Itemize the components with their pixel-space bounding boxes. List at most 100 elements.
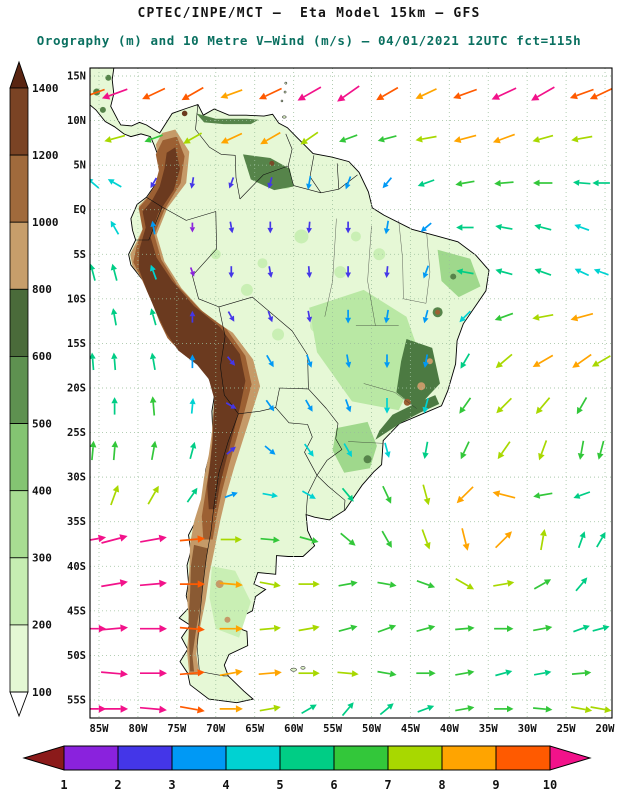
wind-arrow xyxy=(460,441,470,460)
island xyxy=(283,90,287,94)
wind-arrow xyxy=(110,485,120,506)
wind-arrow xyxy=(574,224,590,231)
wind-arrow xyxy=(306,310,313,323)
wind-arrow xyxy=(338,624,358,633)
wind-arrow xyxy=(298,624,320,632)
wind-arrow xyxy=(497,441,511,460)
wind-arrow xyxy=(534,223,552,231)
map-layers xyxy=(90,68,612,718)
wind-arrow xyxy=(266,354,274,368)
lat-label: 55S xyxy=(67,694,86,706)
wind-arrow xyxy=(495,353,513,369)
wind-arrow xyxy=(345,266,351,278)
wind-arrow xyxy=(494,312,514,321)
wind-arrow xyxy=(384,354,390,369)
wind-arrow xyxy=(495,224,513,231)
wind-arrow xyxy=(345,176,352,190)
wind-arrow xyxy=(456,224,474,231)
map-frame xyxy=(89,67,613,719)
wind-arrow xyxy=(111,440,119,461)
wind-arrow xyxy=(219,581,243,588)
wind-arrow xyxy=(339,134,358,143)
wind-arrow xyxy=(150,177,158,189)
wind-arrow xyxy=(572,353,592,368)
wind-arrow xyxy=(300,131,319,145)
lon-label: 50W xyxy=(362,723,382,735)
wind-arrow xyxy=(416,580,436,589)
terrain-mottle xyxy=(210,249,221,260)
wind-arrow xyxy=(381,530,392,548)
orobar-cap-top xyxy=(9,60,29,89)
wind-arrow xyxy=(493,580,515,587)
terrain-mottle xyxy=(257,258,268,269)
wind-arrow xyxy=(492,490,516,499)
wind-arrow xyxy=(384,398,391,414)
terrain-mottle xyxy=(373,248,386,261)
terrain-mottle xyxy=(334,266,347,279)
wind-arrow xyxy=(267,266,274,278)
wind-arrow xyxy=(494,179,514,187)
country-border xyxy=(135,206,163,241)
orography-colorbar: 1400 1200 1000 800 600 500 400 300 200 100 xyxy=(9,60,59,718)
lat-label: 5S xyxy=(73,249,86,261)
wind-arrow xyxy=(144,134,163,143)
wind-arrow xyxy=(139,705,167,714)
highland-patch xyxy=(375,395,440,440)
wind-arrow xyxy=(377,624,397,633)
terrain-mottle xyxy=(294,229,309,244)
wind-arrow xyxy=(574,268,590,277)
wind-arrow xyxy=(532,313,554,321)
island xyxy=(290,667,297,672)
wind-arrow xyxy=(455,578,475,590)
orobar-segment xyxy=(9,557,29,626)
wind-arrow xyxy=(110,263,118,281)
wind-arrow xyxy=(416,669,436,677)
wind-arrow xyxy=(417,179,435,187)
wind-arrow xyxy=(140,669,167,677)
map-canvas: 15N 10N 5N EQ 5S 10S 15S 20S 25S 30S 35S 40S 45S 50S 5… xyxy=(67,67,616,735)
wind-arrow xyxy=(90,352,96,371)
lat-label: 20S xyxy=(67,382,86,394)
orobar-tick-label: 800 xyxy=(32,283,52,296)
orobar-segment xyxy=(9,423,29,492)
lon-label: 20W xyxy=(596,723,616,735)
wind-arrow xyxy=(455,625,475,632)
windbar-segment xyxy=(279,745,335,771)
wind-arrow xyxy=(455,669,475,676)
wind-arrow xyxy=(532,354,554,367)
wind-arrow xyxy=(337,670,359,677)
wind-arrow xyxy=(259,704,281,712)
terrain-spot xyxy=(99,106,106,113)
wind-arrow xyxy=(571,706,593,713)
wind-arrow xyxy=(90,88,105,96)
island xyxy=(284,81,288,85)
wind-arrow xyxy=(179,625,205,633)
wind-arrow xyxy=(219,625,243,633)
orobar-tick-label: 200 xyxy=(32,619,52,632)
wind-arrow xyxy=(90,440,97,461)
country-border xyxy=(336,163,340,190)
wind-arrow xyxy=(420,222,432,232)
orobar-tick-label: 500 xyxy=(32,417,52,430)
lon-label: 40W xyxy=(440,723,460,735)
wind-arrow xyxy=(384,442,391,458)
wind-arrow xyxy=(416,624,436,633)
orobar-segment xyxy=(9,221,29,290)
orobar-cap-bottom xyxy=(9,691,29,718)
wind-arrow xyxy=(299,536,319,544)
wind-arrow xyxy=(90,624,107,633)
state-border xyxy=(425,232,431,304)
wind-arrow xyxy=(532,134,554,143)
wind-arrow xyxy=(384,266,390,278)
lon-label: 80W xyxy=(128,723,148,735)
wind-arrow xyxy=(533,705,553,713)
wind-speed-colorbar: 1 2 3 4 5 6 7 8 9 10 xyxy=(22,745,592,792)
wind-arrow xyxy=(259,624,281,632)
windbar-tick-label: 3 xyxy=(168,778,175,792)
windbar-tick-label: 8 xyxy=(438,778,445,792)
lat-label: EQ xyxy=(73,204,86,216)
wind-arrow xyxy=(417,705,435,713)
wind-arrow xyxy=(592,624,610,632)
orobar-tick-label: 1000 xyxy=(32,216,59,229)
wind-arrow xyxy=(453,134,477,143)
